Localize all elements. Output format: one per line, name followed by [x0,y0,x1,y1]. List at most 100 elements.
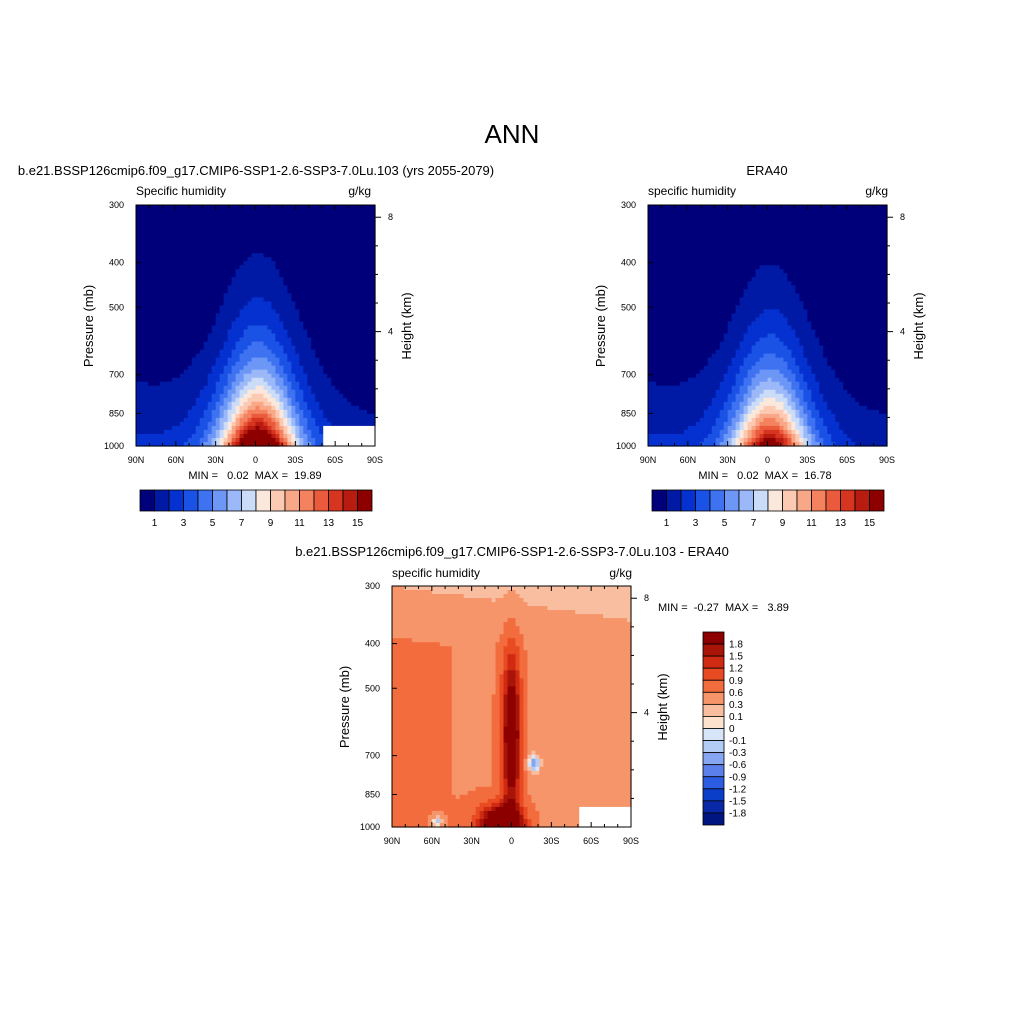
model-contour-cell [247,429,253,435]
obs-contour-cell [879,257,884,262]
model-contour-cell [227,409,233,415]
obs-contour-cell [815,241,820,246]
model-contour-cell [355,353,360,359]
model-contour-cell [267,393,273,399]
model-contour-cell [263,225,269,230]
obs-contour-cell [663,277,669,282]
obs-contour-cell [863,241,868,246]
model-contour-cell [259,345,265,351]
model-contour-cell [367,433,372,439]
model-contour-cell [371,369,376,375]
model-contour-cell [347,285,352,290]
model-contour-cell [147,389,153,395]
obs-contour-cell [827,253,832,258]
model-contour-cell [347,325,352,331]
model-contour-cell [283,429,288,435]
model-contour-cell [183,317,189,323]
model-contour-cell [291,217,296,222]
model-contour-cell [251,333,257,339]
model-contour-cell [171,217,177,222]
obs-contour-cell [767,285,773,290]
obs-contour-cell [655,237,661,242]
model-contour-cell [187,293,193,298]
model-contour-cell [315,373,320,379]
model-contour-cell [299,325,304,331]
model-contour-cell [223,393,229,399]
model-contour-cell [311,345,316,351]
model-contour-cell [287,413,292,419]
model-contour-cell [211,401,217,407]
model-contour-cell [303,269,308,274]
model-contour-cell [231,409,237,415]
model-contour-cell [327,305,332,311]
model-contour-cell [179,361,185,367]
model-contour-cell [195,225,201,230]
model-contour-cell [199,225,205,230]
model-contour-cell [171,305,177,311]
obs-contour-cell [811,205,816,210]
obs-contour-cell [759,209,765,214]
model-contour-cell [287,357,292,363]
model-contour-cell [291,281,296,286]
obs-contour-cell [807,261,812,266]
obs-contour-cell [648,245,653,250]
model-contour-cell [231,285,237,290]
model-contour-cell [187,265,193,270]
obs-contour-cell [755,257,761,262]
model-contour-cell [287,365,292,371]
model-contour-cell [203,209,209,214]
obs-contour-cell [779,245,785,250]
model-contour-cell [159,225,165,230]
model-contour-cell [203,217,209,222]
model-contour-cell [219,349,225,355]
model-contour-cell [347,289,352,294]
model-contour-cell [355,357,360,363]
model-contour-cell [207,309,213,315]
model-contour-cell [171,429,177,435]
obs-contour-cell [851,229,856,234]
model-contour-cell [239,433,245,439]
model-contour-cell [327,337,332,343]
obs-contour-cell [851,249,856,254]
model-contour-cell [355,281,360,286]
model-contour-cell [275,401,280,407]
obs-contour-cell [695,277,701,282]
model-contour-cell [175,385,181,391]
model-contour-cell [335,273,340,278]
model-contour-cell [331,221,336,226]
model-contour-cell [211,233,217,238]
model-contour-cell [199,257,205,262]
model-contour-cell [371,433,376,439]
model-contour-cell [263,433,269,439]
model-contour-cell [279,305,284,311]
model-contour-cell [155,409,161,415]
model-contour-cell [255,417,261,423]
model-contour-cell [319,273,324,278]
model-contour-cell [311,329,316,335]
model-contour-cell [171,345,177,351]
model-contour-cell [235,421,241,427]
model-contour-cell [151,389,157,395]
obs-contour-cell [695,213,701,218]
obs-contour-cell [731,213,737,218]
model-contour-cell [163,269,169,274]
model-contour-cell [239,237,245,242]
model-contour-cell [271,349,277,355]
model-contour-cell [343,377,348,383]
model-contour-cell [339,329,344,335]
obs-contour-cell [711,261,717,266]
obs-contour-cell [823,281,828,286]
model-contour-cell [227,349,233,355]
model-contour-cell [331,401,336,407]
obs-contour-cell [719,289,725,294]
model-colorbar-label: 7 [239,518,245,529]
model-contour-cell [207,433,213,439]
model-contour-cell [287,409,292,415]
model-contour-cell [343,301,348,307]
model-contour-cell [231,297,237,302]
model-contour-cell [219,433,225,439]
obs-contour-cell [707,225,713,230]
obs-contour-cell [771,265,777,270]
obs-contour-cell [695,245,701,250]
obs-contour-cell [691,249,697,254]
